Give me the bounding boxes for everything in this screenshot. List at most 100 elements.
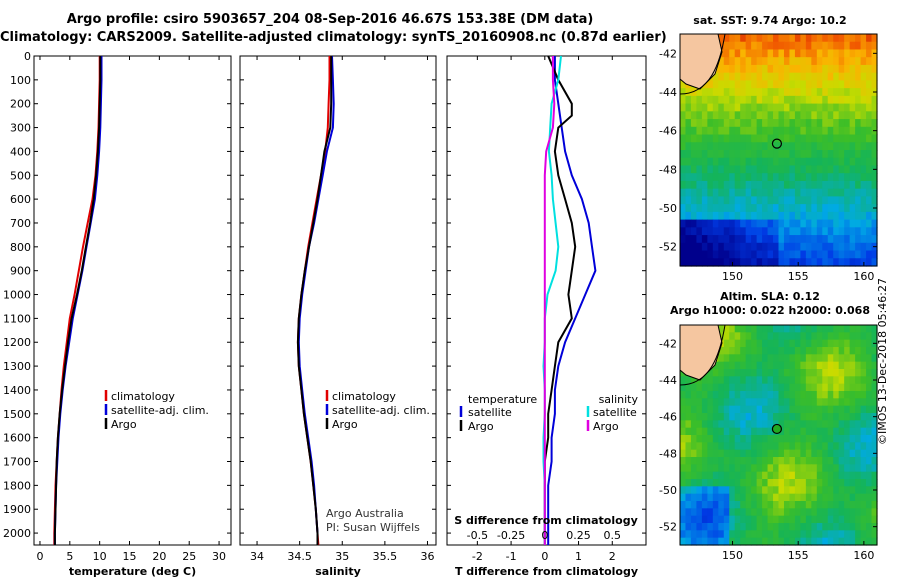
map-cell <box>833 508 840 517</box>
map-cell <box>718 111 725 120</box>
map-cell <box>734 435 741 443</box>
map-cell <box>729 242 736 252</box>
map-cell <box>751 508 758 517</box>
y-tick-label: 600 <box>10 193 31 206</box>
map-cell <box>751 250 758 259</box>
map-cell <box>690 250 698 259</box>
map-cell <box>866 464 873 473</box>
map-cell <box>690 258 698 267</box>
map-cell <box>723 119 730 128</box>
map-cell <box>773 508 780 517</box>
map-cell <box>773 479 780 487</box>
map-cell <box>696 119 703 128</box>
map-cell <box>844 354 851 363</box>
map-cell <box>762 435 769 443</box>
map-cell <box>811 103 818 112</box>
map-cell <box>805 173 812 182</box>
map-cell <box>680 188 687 197</box>
map-cell <box>778 173 785 182</box>
map-cell <box>773 530 780 539</box>
map-cell <box>849 165 856 174</box>
map-cell <box>783 376 791 385</box>
map-cell <box>844 398 851 407</box>
sst-map-title: sat. SST: 9.74 Argo: 10.2 <box>693 14 847 27</box>
map-cell <box>745 64 752 74</box>
map-cell <box>756 80 763 89</box>
map-cell <box>712 188 719 197</box>
map-cell <box>729 427 736 436</box>
map-cell <box>811 339 818 348</box>
map-cell <box>811 508 818 517</box>
map-cell <box>783 126 791 136</box>
map-cell <box>734 398 741 407</box>
map-cell <box>805 361 812 370</box>
map-cell <box>734 41 741 51</box>
map-cell <box>745 457 752 465</box>
map-cell <box>783 523 791 531</box>
map-cell <box>696 383 703 392</box>
map-y-tick-label: -42 <box>659 337 677 350</box>
map-cell <box>805 332 812 341</box>
map-cell <box>849 173 856 182</box>
map-cell <box>849 211 856 221</box>
map-cell <box>844 339 851 348</box>
map-sla-map: 150 155 160-42-44-46-48-50-52 <box>659 324 878 562</box>
map-cell <box>778 508 785 517</box>
map-cell <box>805 258 812 267</box>
map-cell <box>751 354 758 363</box>
map-cell <box>707 111 714 120</box>
map-cell <box>800 95 807 105</box>
map-cell <box>816 49 823 58</box>
map-cell <box>718 64 725 74</box>
map-cell <box>794 219 801 228</box>
map-cell <box>844 523 851 531</box>
map-cell <box>740 188 747 197</box>
map-cell <box>734 150 741 159</box>
map-cell <box>849 119 856 128</box>
map-cell <box>800 157 807 167</box>
map-cell <box>794 227 801 236</box>
map-cell <box>871 530 878 539</box>
map-cell <box>838 435 845 443</box>
map-cell <box>734 173 741 182</box>
map-cell <box>866 427 873 436</box>
map-cell <box>723 57 730 66</box>
map-cell <box>811 376 818 385</box>
map-cell <box>855 211 862 221</box>
map-cell <box>838 486 845 495</box>
map-cell <box>871 111 878 120</box>
map-cell <box>756 479 763 487</box>
map-cell <box>778 537 785 546</box>
map-cell <box>849 427 856 436</box>
map-cell <box>805 501 812 509</box>
map-cell <box>767 442 774 451</box>
map-cell <box>767 204 774 213</box>
map-cell <box>734 471 741 480</box>
map-cell <box>729 515 736 524</box>
map-cell <box>756 354 763 363</box>
map-cell <box>838 188 845 197</box>
map-cell <box>800 369 807 377</box>
map-cell <box>844 103 851 112</box>
map-cell <box>827 383 834 392</box>
map-cell <box>800 523 807 531</box>
map-cell <box>778 34 785 43</box>
map-cell <box>734 95 741 105</box>
map-cell <box>685 119 692 128</box>
map-cell <box>822 325 829 333</box>
map-cell <box>849 227 856 236</box>
map-cell <box>844 157 851 167</box>
map-cell <box>712 493 719 502</box>
x-tick-label: 2 <box>609 550 616 563</box>
map-cell <box>729 420 736 429</box>
map-cell <box>712 103 719 112</box>
map-cell <box>778 119 785 128</box>
map-cell <box>756 530 763 539</box>
map-cell <box>827 250 834 259</box>
map-cell <box>838 49 845 58</box>
map-cell <box>827 142 834 151</box>
map-cell <box>811 479 818 487</box>
map-cell <box>822 142 829 151</box>
map-cell <box>701 235 708 244</box>
map-cell <box>740 413 747 421</box>
